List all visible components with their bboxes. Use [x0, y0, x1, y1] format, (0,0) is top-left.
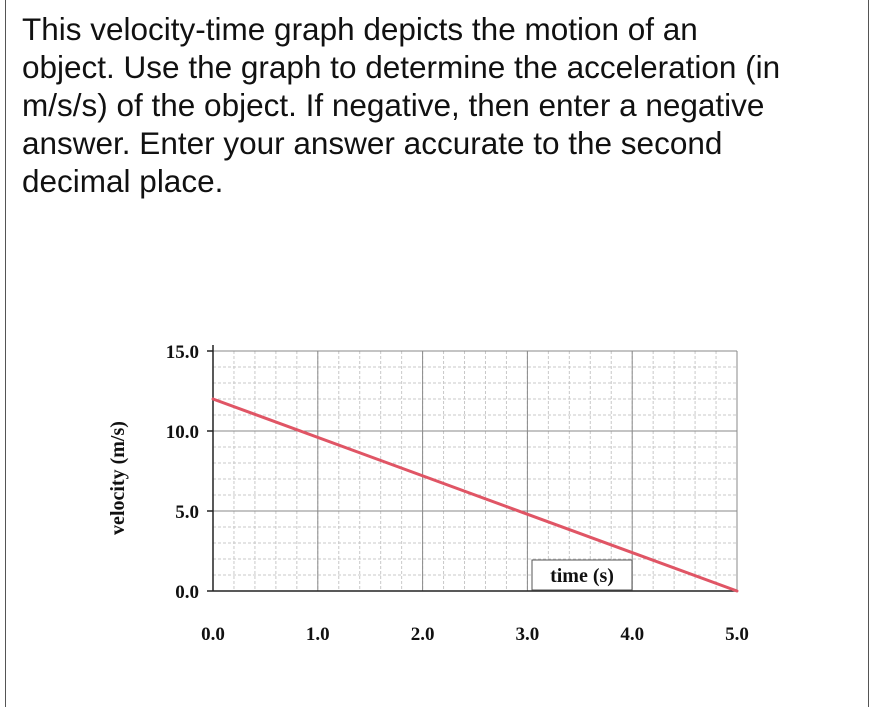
x-tick-label: 0.0	[201, 624, 225, 645]
major-grid	[212, 350, 738, 592]
question-frame	[5, 0, 869, 707]
y-axis-label: velocity (m/s)	[107, 421, 129, 535]
series-line-0	[211, 397, 739, 593]
y-tick-label: 15.0	[166, 342, 199, 363]
tick-labels: 0.0 5.0 10.0 15.0 0.0 1.0 2.0 3.0 4.0 5.0	[166, 342, 749, 645]
y-tick-label: 10.0	[166, 422, 199, 443]
x-tick-label: 2.0	[411, 624, 435, 645]
x-axis-label: time (s)	[550, 565, 614, 587]
x-tick-label: 3.0	[516, 624, 540, 645]
axes	[207, 345, 737, 592]
x-tick-label: 4.0	[620, 624, 644, 645]
x-tick-label: 5.0	[725, 624, 749, 645]
x-axis-label-box	[531, 559, 633, 591]
y-tick-label: 0.0	[175, 582, 199, 603]
minor-grid	[212, 350, 738, 592]
question-text: This velocity-time graph depicts the mot…	[22, 11, 781, 199]
y-tick-label: 5.0	[175, 502, 199, 523]
x-tick-label: 1.0	[306, 624, 330, 645]
series-group	[211, 397, 739, 593]
